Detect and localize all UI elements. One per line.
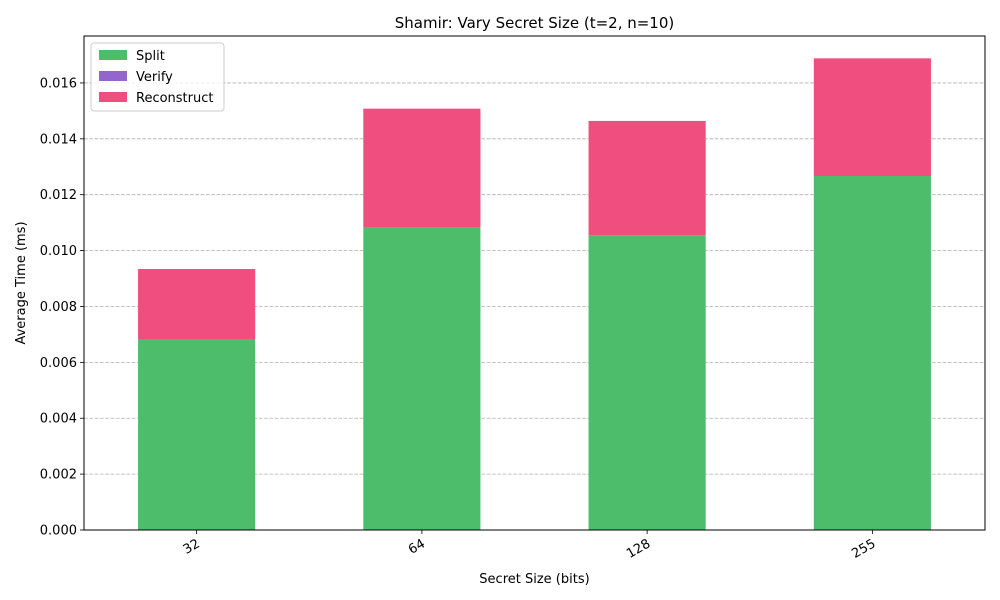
x-tick-label: 64 bbox=[406, 536, 428, 557]
axes-group bbox=[83, 35, 986, 531]
y-tick-label: 0.002 bbox=[40, 468, 77, 483]
y-tick-label: 0.000 bbox=[40, 524, 77, 539]
bar-split-128 bbox=[588, 235, 706, 530]
y-axis-label: Average Time (ms) bbox=[14, 221, 29, 344]
bar-reconstruct-255 bbox=[813, 58, 931, 176]
y-tick-label: 0.008 bbox=[40, 300, 77, 315]
plot-frame bbox=[83, 35, 986, 531]
x-axis-label: Secret Size (bits) bbox=[479, 572, 589, 587]
legend: Split Verify Reconstruct bbox=[90, 42, 225, 112]
bar-reconstruct-128 bbox=[588, 120, 706, 236]
y-tick-label: 0.010 bbox=[40, 244, 77, 259]
legend-swatch-verify bbox=[99, 71, 127, 81]
bar-split-64 bbox=[363, 227, 481, 530]
x-ticks-group: 32 64 128 255 bbox=[181, 530, 878, 562]
y-tick-label: 0.016 bbox=[40, 76, 77, 91]
y-tick-label: 0.014 bbox=[40, 132, 77, 147]
legend-label-split: Split bbox=[136, 49, 165, 64]
legend-label-verify: Verify bbox=[136, 70, 173, 85]
chart-title: Shamir: Vary Secret Size (t=2, n=10) bbox=[395, 14, 675, 32]
bar-reconstruct-64 bbox=[363, 108, 481, 228]
x-tick-label: 255 bbox=[849, 536, 878, 561]
y-tick-label: 0.004 bbox=[40, 412, 77, 427]
x-tick-label: 128 bbox=[624, 536, 653, 561]
bar-split-32 bbox=[138, 339, 256, 530]
legend-swatch-reconstruct bbox=[99, 92, 127, 102]
y-ticks-group: 0.000 0.002 0.004 0.006 0.008 0.010 0.012 0.014… bbox=[40, 76, 84, 539]
bar-split-255 bbox=[813, 175, 931, 530]
bars-group bbox=[138, 58, 931, 530]
x-tick-label: 32 bbox=[181, 536, 203, 557]
bar-reconstruct-32 bbox=[138, 269, 256, 340]
legend-swatch-split bbox=[99, 50, 127, 60]
y-tick-label: 0.006 bbox=[40, 356, 77, 371]
y-tick-label: 0.012 bbox=[40, 188, 77, 203]
legend-label-reconstruct: Reconstruct bbox=[136, 91, 214, 106]
